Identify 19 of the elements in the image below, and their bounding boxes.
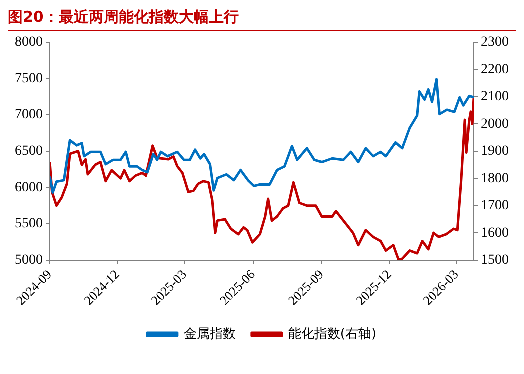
y2-tick-label: 2200 xyxy=(481,62,509,78)
y2-tick-label: 1800 xyxy=(481,171,509,186)
y-tick-label: 8000 xyxy=(15,35,43,50)
y-tick-label: 6000 xyxy=(15,180,43,196)
y2-tick-label: 1600 xyxy=(481,226,509,241)
y2-tick-label: 2000 xyxy=(481,116,509,132)
y2-tick-label: 1500 xyxy=(481,253,509,268)
y-tick-label: 5000 xyxy=(15,253,43,268)
y2-tick-label: 2300 xyxy=(481,35,509,50)
legend-label: 能化指数(右轴) xyxy=(288,326,377,342)
y-tick-label: 6500 xyxy=(15,144,43,160)
y2-tick-label: 2100 xyxy=(481,90,509,105)
chart-title: 图20：最近两周能化指数大幅上行 xyxy=(8,8,516,31)
y2-tick-label: 1900 xyxy=(481,144,509,160)
y-tick-label: 7500 xyxy=(15,71,43,86)
y-tick-label: 7000 xyxy=(15,108,43,123)
y-tick-label: 5500 xyxy=(15,216,43,232)
y2-tick-label: 1700 xyxy=(481,198,509,214)
legend-label: 金属指数 xyxy=(184,326,236,342)
